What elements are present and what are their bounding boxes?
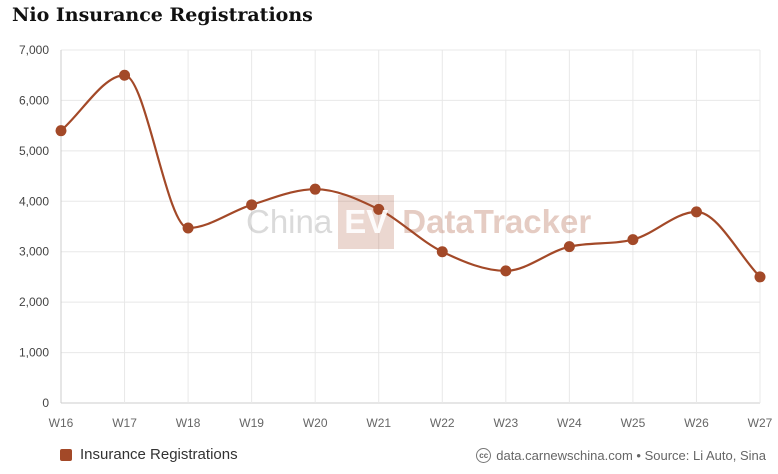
- legend-swatch: [60, 448, 72, 461]
- data-point-w26[interactable]: [690, 206, 702, 218]
- data-point-w20[interactable]: [309, 183, 321, 195]
- data-point-w25[interactable]: [627, 234, 639, 246]
- footer-text: data.carnewschina.com • Source: Li Auto,…: [496, 448, 766, 463]
- x-axis-ticks: W16 W17 W18 W19 W20 W21 W22 W23 W24 W25 W26 W27: [49, 416, 773, 430]
- x-tick-label: W20: [303, 416, 328, 430]
- y-tick-label: 1,000: [19, 346, 49, 360]
- watermark-datatracker: DataTracker: [402, 203, 592, 240]
- x-tick-label: W26: [684, 416, 709, 430]
- y-tick-label: 5,000: [19, 144, 49, 158]
- x-tick-label: W25: [621, 416, 646, 430]
- data-point-w22[interactable]: [436, 246, 448, 258]
- x-tick-label: W21: [366, 416, 391, 430]
- y-tick-label: 3,000: [19, 245, 49, 259]
- y-tick-label: 6,000: [19, 93, 49, 107]
- watermark: China EV DataTracker: [246, 195, 591, 249]
- x-tick-label: W22: [430, 416, 455, 430]
- x-tick-label: W19: [239, 416, 264, 430]
- data-point-w24[interactable]: [563, 241, 575, 253]
- data-point-w17[interactable]: [119, 69, 131, 81]
- footer-credit: cc data.carnewschina.com • Source: Li Au…: [476, 448, 766, 463]
- x-tick-label: W27: [748, 416, 773, 430]
- x-tick-label: W24: [557, 416, 582, 430]
- legend[interactable]: Insurance Registrations: [60, 446, 238, 463]
- x-tick-label: W18: [176, 416, 201, 430]
- y-axis-ticks: 0 1,000 2,000 3,000 4,000 5,000 6,000 7,000: [19, 43, 49, 410]
- data-points: [55, 69, 766, 283]
- data-point-w21[interactable]: [373, 203, 385, 215]
- data-point-w18[interactable]: [182, 222, 194, 234]
- x-tick-label: W23: [493, 416, 518, 430]
- data-point-w16[interactable]: [55, 125, 67, 137]
- x-tick-label: W17: [112, 416, 137, 430]
- chart-title: Nio Insurance Registrations: [12, 4, 313, 26]
- data-point-w23[interactable]: [500, 265, 512, 277]
- legend-label: Insurance Registrations: [80, 446, 238, 463]
- watermark-china: China: [246, 203, 333, 240]
- y-tick-label: 2,000: [19, 295, 49, 309]
- y-tick-label: 4,000: [19, 194, 49, 208]
- creative-commons-icon: cc: [476, 448, 492, 463]
- data-point-w19[interactable]: [246, 199, 258, 211]
- x-tick-label: W16: [49, 416, 74, 430]
- watermark-ev: EV: [338, 195, 395, 249]
- data-point-w27[interactable]: [754, 271, 766, 283]
- y-tick-label: 0: [42, 396, 49, 410]
- grid-lines: [60, 49, 761, 404]
- y-tick-label: 7,000: [19, 43, 49, 57]
